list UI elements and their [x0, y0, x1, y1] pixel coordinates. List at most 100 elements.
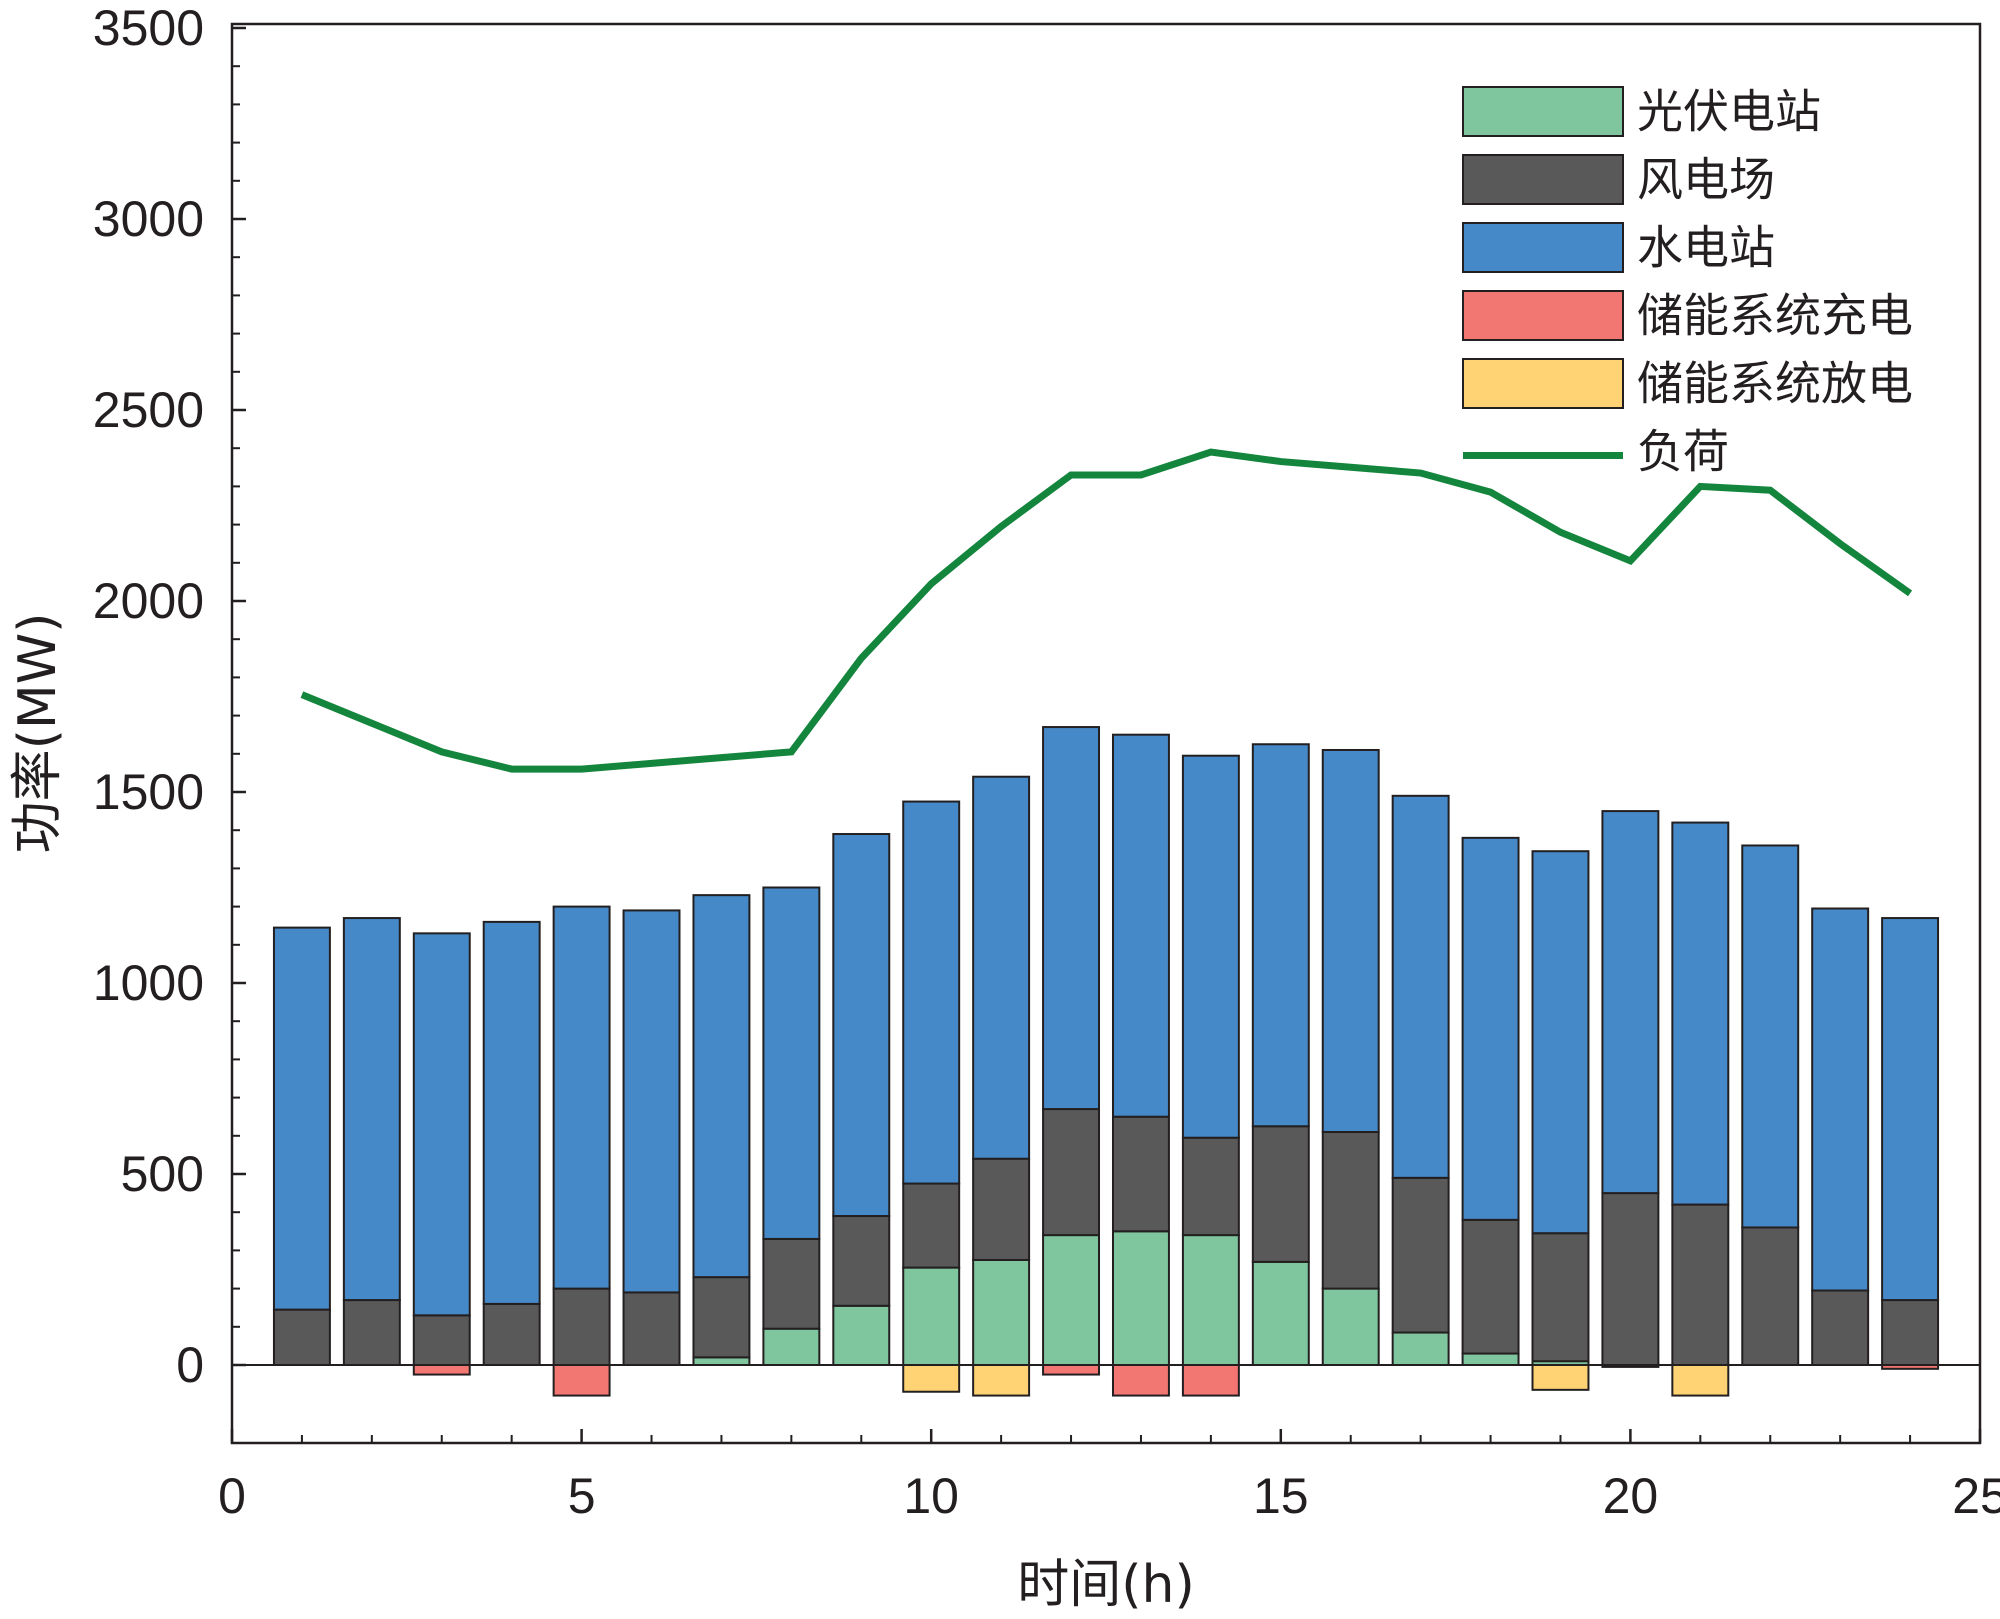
bar-series0-t9: [832, 1304, 891, 1367]
y-tick-label-0: 0: [176, 1337, 204, 1393]
bar-series2-t7: [692, 894, 751, 1279]
line-series-load: [300, 448, 1913, 773]
bar-series4-t19: [1531, 1364, 1590, 1391]
axes-layer: 0 500 1000 1500 2000 2500 3000 3500 0 5 10 15 20 25: [93, 0, 2000, 1524]
bar-series1-t13: [1111, 1115, 1170, 1233]
bar-series2-t14: [1181, 754, 1240, 1139]
legend-label-50a880fd7cfb7edf51457535: 储能系统充电: [1637, 289, 1913, 343]
bar-series0-t7: [692, 1356, 751, 1366]
bar-series1-t14: [1181, 1136, 1240, 1237]
bar-series2-t12: [1042, 726, 1101, 1111]
line-layer: [300, 448, 1913, 773]
bar-series1-t21: [1671, 1203, 1730, 1367]
x-tick-label-5: 5: [568, 1468, 596, 1524]
bar-series1-t18: [1461, 1218, 1520, 1355]
bar-series2-t17: [1391, 794, 1450, 1179]
bar-series1-t2: [342, 1299, 401, 1367]
bar-series2-t18: [1461, 836, 1520, 1221]
bar-series2-t16: [1321, 748, 1380, 1133]
bar-series1-t11: [972, 1157, 1031, 1261]
bar-series2-t13: [1111, 733, 1170, 1118]
bar-series1-t9: [832, 1215, 891, 1307]
x-axis-title: 时间(h): [1017, 1555, 1195, 1615]
bar-series1-t20: [1601, 1192, 1660, 1366]
x-tick-label-20: 20: [1603, 1468, 1659, 1524]
bar-series4-t11: [972, 1364, 1031, 1397]
bar-series1-t6: [622, 1291, 681, 1367]
bar-series4-t21: [1671, 1364, 1730, 1397]
bar-series2-t8: [762, 886, 821, 1240]
bars-layer: [272, 726, 1940, 1397]
bar-series0-t12: [1042, 1234, 1101, 1366]
legend-label-50a880fd7cfb7edf653e7535: 储能系统放电: [1637, 357, 1913, 411]
bar-series0-t17: [1391, 1331, 1450, 1367]
bar-series2-t19: [1531, 850, 1590, 1235]
bar-series1-t5: [552, 1287, 611, 1366]
x-tick-label-10: 10: [903, 1468, 959, 1524]
y-tick-label-3500: 3500: [93, 0, 204, 56]
bar-series0-t15: [1251, 1260, 1310, 1366]
legend-label-8d1f8377: 负荷: [1637, 425, 1729, 479]
bar-series1-t19: [1531, 1232, 1590, 1363]
x-tick-label-0: 0: [218, 1468, 246, 1524]
bar-series0-t11: [972, 1258, 1031, 1366]
bar-series2-t6: [622, 909, 681, 1294]
bar-series2-t4: [482, 920, 541, 1305]
bar-series1-t16: [1321, 1130, 1380, 1290]
bar-series1-t8: [762, 1237, 821, 1330]
bar-series2-t24: [1881, 917, 1940, 1302]
bar-series2-t22: [1741, 844, 1800, 1229]
bar-series2-t2: [342, 917, 401, 1302]
bar-series3-t5: [552, 1364, 611, 1397]
bar-series2-t9: [832, 833, 891, 1218]
bar-series2-t11: [972, 775, 1031, 1160]
x-tick-label-15: 15: [1253, 1468, 1309, 1524]
legend-swatch-50a880fd7cfb7edf653e7535: [1462, 358, 1624, 409]
bar-series2-t10: [902, 800, 961, 1185]
bar-series1-t15: [1251, 1125, 1310, 1263]
bar-series1-t4: [482, 1302, 541, 1367]
bar-series0-t13: [1111, 1230, 1170, 1367]
bar-series0-t8: [762, 1327, 821, 1366]
legend-label-98ce7535573a: 风电场: [1637, 153, 1775, 207]
bar-series1-t23: [1811, 1289, 1870, 1367]
bar-series2-t23: [1811, 907, 1870, 1292]
y-tick-label-2000: 2000: [93, 573, 204, 629]
bar-series3-t12: [1042, 1364, 1101, 1376]
bar-series1-t1: [272, 1308, 331, 1366]
bar-series1-t3: [412, 1314, 471, 1366]
bar-series0-t10: [902, 1266, 961, 1366]
y-tick-label-500: 500: [121, 1146, 204, 1202]
bar-series0-t14: [1181, 1234, 1240, 1366]
legend-swatch-98ce7535573a: [1462, 154, 1624, 205]
y-tick-label-1500: 1500: [93, 764, 204, 820]
x-tick-label-25: 25: [1952, 1468, 2000, 1524]
bar-series2-t5: [552, 905, 611, 1290]
y-tick-label-1000: 1000: [93, 955, 204, 1011]
bar-series1-t7: [692, 1276, 751, 1359]
bar-series2-t15: [1251, 743, 1310, 1128]
bar-series1-t10: [902, 1182, 961, 1269]
bar-series2-t21: [1671, 821, 1730, 1206]
bar-series0-t16: [1321, 1287, 1380, 1366]
legend-label-6c3475357ad9: 水电站: [1637, 221, 1775, 275]
bar-series2-t20: [1601, 810, 1660, 1195]
y-tick-label-2500: 2500: [93, 382, 204, 438]
bar-series1-t12: [1042, 1108, 1101, 1237]
bar-series2-t3: [412, 932, 471, 1317]
y-tick-label-3000: 3000: [93, 191, 204, 247]
bar-series3-t14: [1181, 1364, 1240, 1397]
bar-series0-t18: [1461, 1352, 1520, 1367]
legend-label-51494f0f75357ad9: 光伏电站: [1637, 85, 1821, 139]
legend-swatch-50a880fd7cfb7edf51457535: [1462, 290, 1624, 341]
bar-series3-t13: [1111, 1364, 1170, 1397]
bar-series1-t24: [1881, 1299, 1940, 1367]
bar-series1-t17: [1391, 1176, 1450, 1334]
legend-swatch-6c3475357ad9: [1462, 222, 1624, 273]
y-axis-title: 功率(MW): [8, 613, 68, 854]
bar-series2-t1: [272, 926, 331, 1311]
bar-series3-t3: [412, 1364, 471, 1376]
legend-swatch-51494f0f75357ad9: [1462, 86, 1624, 137]
